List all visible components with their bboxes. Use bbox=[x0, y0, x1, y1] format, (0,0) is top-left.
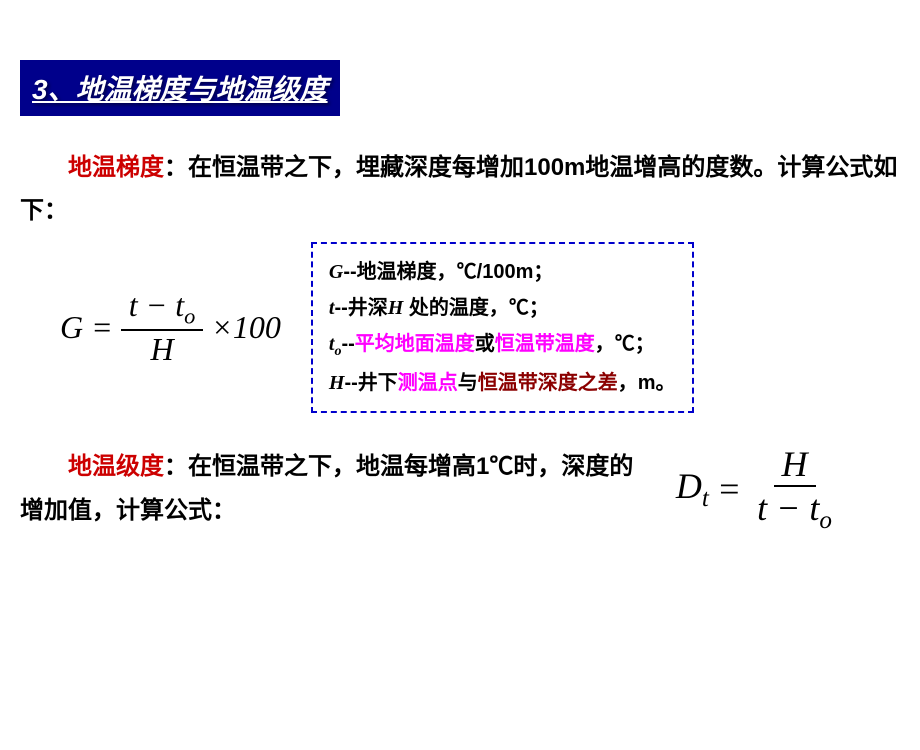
legend-box: G--地温梯度，℃/100m； t--井深H 处的温度，℃； to--平均地面温… bbox=[311, 242, 694, 412]
formula2-lhs: Dt bbox=[676, 465, 709, 513]
formula-gradient: G = t − to H ×100 bbox=[60, 287, 281, 368]
term-level: 地温级度 bbox=[68, 453, 164, 480]
formula-legend-row: G = t − to H ×100 G--地温梯度，℃/100m； t--井深H… bbox=[20, 242, 900, 412]
paragraph-level: 地温级度：在恒温带之下，地温每增高1℃时，深度的增加值，计算公式： bbox=[20, 445, 636, 531]
legend-line-to: to--平均地面温度或恒温带温度，℃； bbox=[329, 326, 676, 364]
header-title: 3、地温梯度与地温级度 bbox=[32, 74, 328, 105]
frac2-numerator: H bbox=[774, 443, 816, 487]
term-gradient: 地温梯度 bbox=[68, 154, 164, 181]
formula-eq: = bbox=[91, 309, 113, 346]
legend-line-t: t--井深H 处的温度，℃； bbox=[329, 290, 676, 326]
level-section: 地温级度：在恒温带之下，地温每增高1℃时，深度的增加值，计算公式： Dt = H… bbox=[20, 443, 900, 535]
formula-lhs-G: G bbox=[60, 309, 83, 346]
legend-line-G: G--地温梯度，℃/100m； bbox=[329, 254, 676, 290]
formula-level: Dt = H t − to bbox=[676, 443, 840, 535]
formula-fraction: t − to H bbox=[121, 287, 204, 368]
frac-numerator: t − to bbox=[121, 287, 204, 331]
paragraph-gradient: 地温梯度：在恒温带之下，埋藏深度每增加100m地温增高的度数。计算公式如下： bbox=[20, 146, 900, 232]
frac2-denominator: t − to bbox=[749, 487, 840, 535]
formula-mult: ×100 bbox=[211, 309, 281, 346]
formula2-fraction: H t − to bbox=[749, 443, 840, 535]
formula2-eq: = bbox=[717, 468, 741, 510]
legend-line-H: H--井下测温点与恒温带深度之差，m。 bbox=[329, 365, 676, 401]
section-header: 3、地温梯度与地温级度 bbox=[20, 60, 340, 116]
frac-denominator: H bbox=[142, 331, 181, 368]
